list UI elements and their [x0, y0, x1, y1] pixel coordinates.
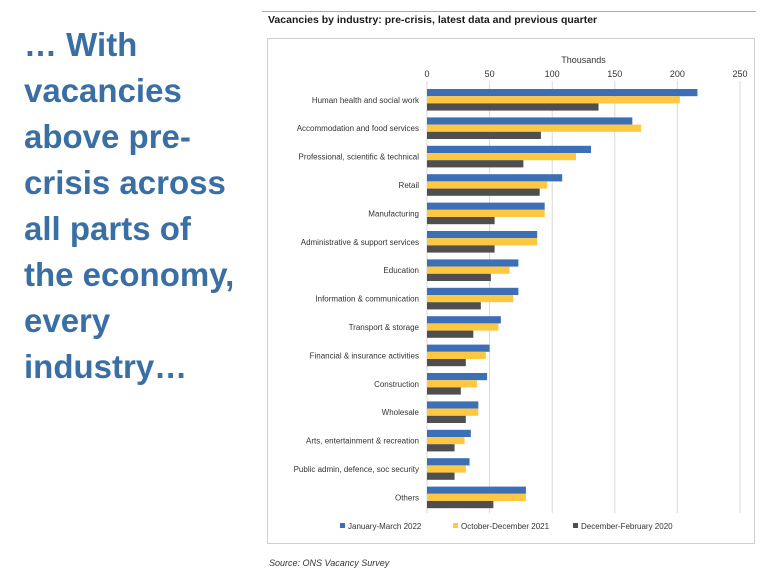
bar-chart: Thousands 0 50 100 150 200 250 Human health and… [294, 55, 748, 531]
bar [427, 89, 698, 97]
category-label: Wholesale [382, 408, 420, 417]
bar [427, 444, 455, 452]
bar [427, 408, 479, 416]
category-label: Retail [399, 181, 420, 190]
x-tick-label: 250 [732, 69, 747, 79]
chart-title: Vacancies by industry: pre-crisis, lates… [268, 14, 598, 26]
bar [427, 238, 538, 246]
legend-label: January-March 2022 [348, 522, 422, 531]
top-divider [262, 11, 756, 12]
bar [427, 273, 491, 281]
legend-swatch [340, 523, 345, 528]
bar [427, 415, 466, 423]
bar [427, 437, 465, 445]
bar [427, 401, 479, 409]
bar [427, 344, 490, 352]
bar [427, 351, 486, 359]
chart-panel: Thousands 0 50 100 150 200 250 Human health and… [267, 38, 755, 544]
category-label: Others [395, 493, 419, 502]
bar [427, 501, 494, 509]
category-label: Human health and social work [312, 96, 420, 105]
axis-title: Thousands [561, 55, 606, 65]
category-label: Financial & insurance activities [310, 351, 419, 360]
bar [427, 103, 599, 111]
bar [427, 295, 514, 303]
bar [427, 117, 633, 125]
bar [427, 458, 470, 466]
bar [427, 380, 478, 388]
bar [427, 330, 474, 338]
bar [427, 231, 538, 239]
bar [427, 160, 524, 168]
bar [427, 287, 519, 295]
bar [427, 486, 526, 494]
legend-label: December-February 2020 [581, 522, 673, 531]
x-tick-label: 50 [485, 69, 495, 79]
bar [427, 373, 488, 381]
bar [427, 188, 540, 196]
bar [427, 259, 519, 267]
category-label: Professional, scientific & technical [299, 153, 420, 162]
category-label: Information & communication [315, 295, 419, 304]
source-note: Source: ONS Vacancy Survey [269, 558, 390, 568]
legend-swatch [453, 523, 458, 528]
bar [427, 493, 526, 501]
bar [427, 266, 510, 274]
category-label: Transport & storage [349, 323, 420, 332]
x-tick-label: 100 [545, 69, 560, 79]
category-label: Arts, entertainment & recreation [306, 437, 419, 446]
bar [427, 217, 495, 225]
bar [427, 316, 501, 324]
x-tick-label: 200 [670, 69, 685, 79]
headline-text: … With vacancies above pre- crisis acros… [24, 26, 235, 385]
x-tick-label: 150 [607, 69, 622, 79]
category-label: Administrative & support services [301, 238, 419, 247]
bar [427, 429, 471, 437]
bar [427, 174, 563, 182]
bar [427, 202, 545, 210]
legend-label: October-December 2021 [461, 522, 550, 531]
category-label: Construction [374, 380, 419, 389]
category-label: Public admin, defence, soc security [294, 465, 419, 474]
bar [427, 472, 455, 480]
category-label: Accommodation and food services [297, 124, 419, 133]
bar [427, 302, 481, 310]
category-label: Education [383, 266, 419, 275]
legend-swatch [573, 523, 578, 528]
bar [427, 96, 680, 104]
bar [427, 465, 466, 473]
category-label: Manufacturing [368, 209, 419, 218]
bar [427, 245, 495, 253]
x-tick-label: 0 [424, 69, 429, 79]
bar [427, 323, 499, 331]
bar [427, 131, 541, 139]
bar [427, 124, 642, 132]
bar [427, 387, 461, 395]
bar [427, 145, 592, 153]
bar [427, 181, 548, 189]
bar [427, 153, 576, 161]
bar [427, 359, 466, 367]
bar [427, 209, 545, 217]
